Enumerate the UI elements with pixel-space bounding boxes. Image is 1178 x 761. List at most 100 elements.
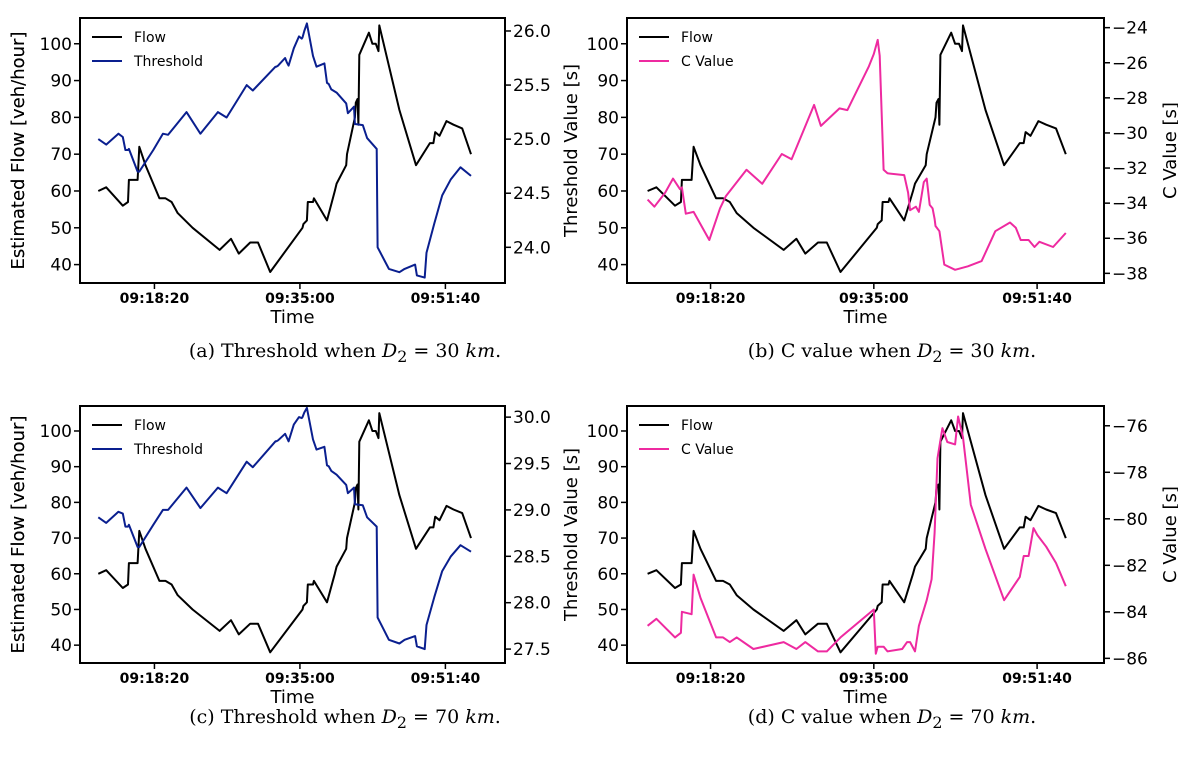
caption-unit: km bbox=[465, 706, 495, 728]
caption-d: (d) C value when D2 = 70 km. bbox=[748, 706, 1036, 732]
caption-subscript: 2 bbox=[396, 712, 407, 732]
caption-unit: km bbox=[465, 340, 496, 362]
y-left-axis-label: Estimated Flow [veh/hour] bbox=[8, 416, 29, 654]
x-tick-label: 09:18:20 bbox=[120, 671, 190, 687]
legend-label-threshold: Threshold bbox=[133, 442, 203, 458]
y-right-tick-label: −24 bbox=[1112, 19, 1148, 39]
y-right-axis-label: C Value [s] bbox=[1160, 486, 1178, 583]
y-left-axis-label: Estimated Flow [veh/hour] bbox=[8, 32, 29, 270]
caption-equals: = 30 bbox=[407, 340, 466, 362]
caption-variable: D bbox=[917, 706, 933, 728]
y-right-tick-label: −30 bbox=[1112, 124, 1148, 144]
x-axis-label: Time bbox=[842, 687, 887, 708]
x-tick-label: 09:51:40 bbox=[1002, 291, 1072, 307]
y-right-tick-label: 29.5 bbox=[513, 455, 551, 475]
y-right-tick-label: −34 bbox=[1112, 194, 1148, 214]
y-left-tick-label: 50 bbox=[597, 219, 619, 239]
series-line-threshold bbox=[97, 22, 472, 279]
y-left-tick-label: 60 bbox=[597, 182, 619, 202]
series-line-c-value bbox=[646, 38, 1067, 271]
caption-equals: = 30 bbox=[942, 340, 1001, 362]
y-left-tick-label: 70 bbox=[597, 529, 619, 549]
y-left-tick-label: 80 bbox=[50, 493, 72, 513]
legend-label-flow: Flow bbox=[134, 418, 166, 434]
caption-a: (a) Threshold when D2 = 30 km. bbox=[189, 340, 501, 366]
plot-frame bbox=[626, 17, 1105, 284]
x-tick-label: 09:35:00 bbox=[265, 291, 335, 307]
caption-variable: D bbox=[382, 340, 398, 362]
caption-suffix: . bbox=[494, 706, 501, 728]
y-left-tick-label: 50 bbox=[597, 600, 619, 620]
series-line-flow bbox=[97, 412, 472, 654]
x-axis-label: Time bbox=[269, 307, 314, 328]
caption-variable: D bbox=[381, 706, 397, 728]
y-left-tick-label: 40 bbox=[50, 636, 72, 656]
y-left-tick-label: 40 bbox=[597, 256, 619, 276]
y-right-tick-label: −28 bbox=[1112, 89, 1148, 109]
y-left-tick-label: 80 bbox=[597, 108, 619, 128]
legend-label-threshold: Threshold bbox=[133, 54, 203, 70]
y-right-tick-label: 30.0 bbox=[513, 408, 551, 428]
y-left-tick-label: 60 bbox=[50, 182, 72, 202]
caption-prefix: (c) Threshold when bbox=[189, 706, 382, 728]
plot-frame bbox=[79, 405, 506, 664]
y-left-tick-label: 40 bbox=[50, 256, 72, 276]
x-tick-label: 09:18:20 bbox=[120, 291, 190, 307]
y-left-tick-label: 80 bbox=[597, 493, 619, 513]
series-line-threshold bbox=[97, 406, 472, 651]
caption-equals: = 70 bbox=[942, 706, 1001, 728]
caption-subscript: 2 bbox=[932, 712, 943, 732]
y-left-tick-label: 90 bbox=[50, 72, 72, 92]
caption-prefix: (d) C value when bbox=[747, 706, 918, 728]
y-right-tick-label: 29.0 bbox=[513, 501, 551, 521]
y-left-tick-label: 90 bbox=[597, 72, 619, 92]
y-right-axis-label: Threshold Value [s] bbox=[561, 448, 582, 622]
caption-suffix: . bbox=[1030, 706, 1037, 728]
x-tick-label: 09:18:20 bbox=[676, 291, 746, 307]
y-right-tick-label: 28.0 bbox=[513, 594, 551, 614]
legend-label-c-value: C Value bbox=[681, 442, 734, 458]
caption-variable: D bbox=[917, 340, 933, 362]
y-left-axis-label: Estimated Flow [veh/hour] bbox=[8, 416, 29, 654]
y-left-tick-label: 60 bbox=[597, 565, 619, 585]
y-right-tick-label: −86 bbox=[1112, 649, 1148, 669]
y-left-tick-label: 100 bbox=[587, 35, 619, 55]
y-left-tick-label: 70 bbox=[50, 529, 72, 549]
x-tick-label: 09:51:40 bbox=[411, 671, 481, 687]
caption-suffix: . bbox=[495, 340, 502, 362]
y-right-tick-label: 24.5 bbox=[513, 184, 551, 204]
x-axis-label: Time bbox=[842, 307, 887, 328]
y-left-axis-label: Estimated Flow [veh/hour] bbox=[8, 32, 29, 270]
chart-b: 40 50 60 70 80 90 100 −38 −36 −34 −32 −30 −28 −26 −24 0… bbox=[8, 17, 1178, 328]
y-right-tick-label: −38 bbox=[1112, 264, 1148, 284]
y-right-tick-label: −80 bbox=[1112, 510, 1148, 530]
legend-label-flow: Flow bbox=[134, 30, 166, 46]
y-right-tick-label: −78 bbox=[1112, 463, 1148, 483]
y-left-tick-label: 70 bbox=[50, 145, 72, 165]
y-left-tick-label: 50 bbox=[50, 600, 72, 620]
y-right-tick-label: −26 bbox=[1112, 54, 1148, 74]
caption-subscript: 2 bbox=[397, 346, 408, 366]
y-right-tick-label: −84 bbox=[1112, 603, 1148, 623]
y-right-axis-label: Threshold Value [s] bbox=[561, 64, 582, 238]
x-tick-label: 09:35:00 bbox=[839, 291, 909, 307]
series-line-c-value bbox=[646, 415, 1067, 655]
x-tick-label: 09:51:40 bbox=[411, 291, 481, 307]
caption-suffix: . bbox=[1030, 340, 1037, 362]
x-tick-label: 09:51:40 bbox=[1002, 671, 1072, 687]
x-tick-label: 09:35:00 bbox=[265, 671, 335, 687]
y-left-tick-label: 100 bbox=[40, 422, 72, 442]
legend-label-flow: Flow bbox=[681, 418, 713, 434]
legend-label-c-value: C Value bbox=[681, 54, 734, 70]
y-right-tick-label: 24.0 bbox=[513, 238, 551, 258]
y-left-tick-label: 50 bbox=[50, 219, 72, 239]
caption-subscript: 2 bbox=[932, 346, 943, 366]
y-left-tick-label: 60 bbox=[50, 565, 72, 585]
y-right-tick-label: −32 bbox=[1112, 159, 1148, 179]
y-left-tick-label: 90 bbox=[597, 458, 619, 478]
y-left-tick-label: 100 bbox=[587, 422, 619, 442]
caption-prefix: (b) C value when bbox=[747, 340, 918, 362]
series-line-flow bbox=[647, 412, 1067, 654]
y-right-tick-label: 27.5 bbox=[513, 640, 551, 660]
